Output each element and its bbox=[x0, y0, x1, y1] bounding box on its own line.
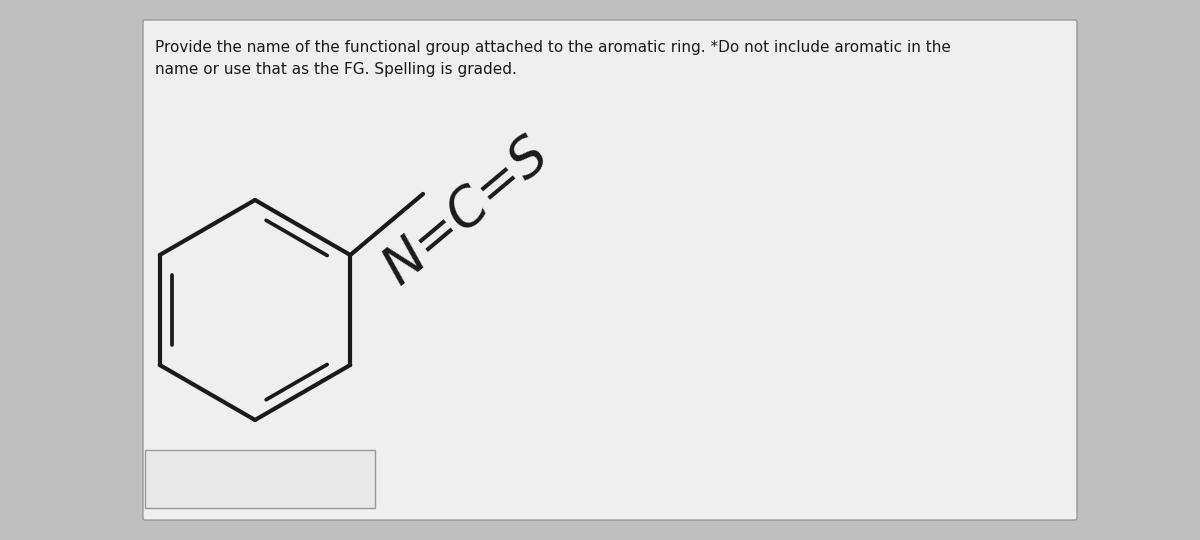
Text: name or use that as the FG. Spelling is graded.: name or use that as the FG. Spelling is … bbox=[155, 62, 517, 77]
Text: Provide the name of the functional group attached to the aromatic ring. *Do not : Provide the name of the functional group… bbox=[155, 40, 950, 55]
FancyBboxPatch shape bbox=[143, 20, 1078, 520]
Bar bbox=[145, 450, 374, 508]
Text: N=C=S: N=C=S bbox=[373, 127, 559, 295]
